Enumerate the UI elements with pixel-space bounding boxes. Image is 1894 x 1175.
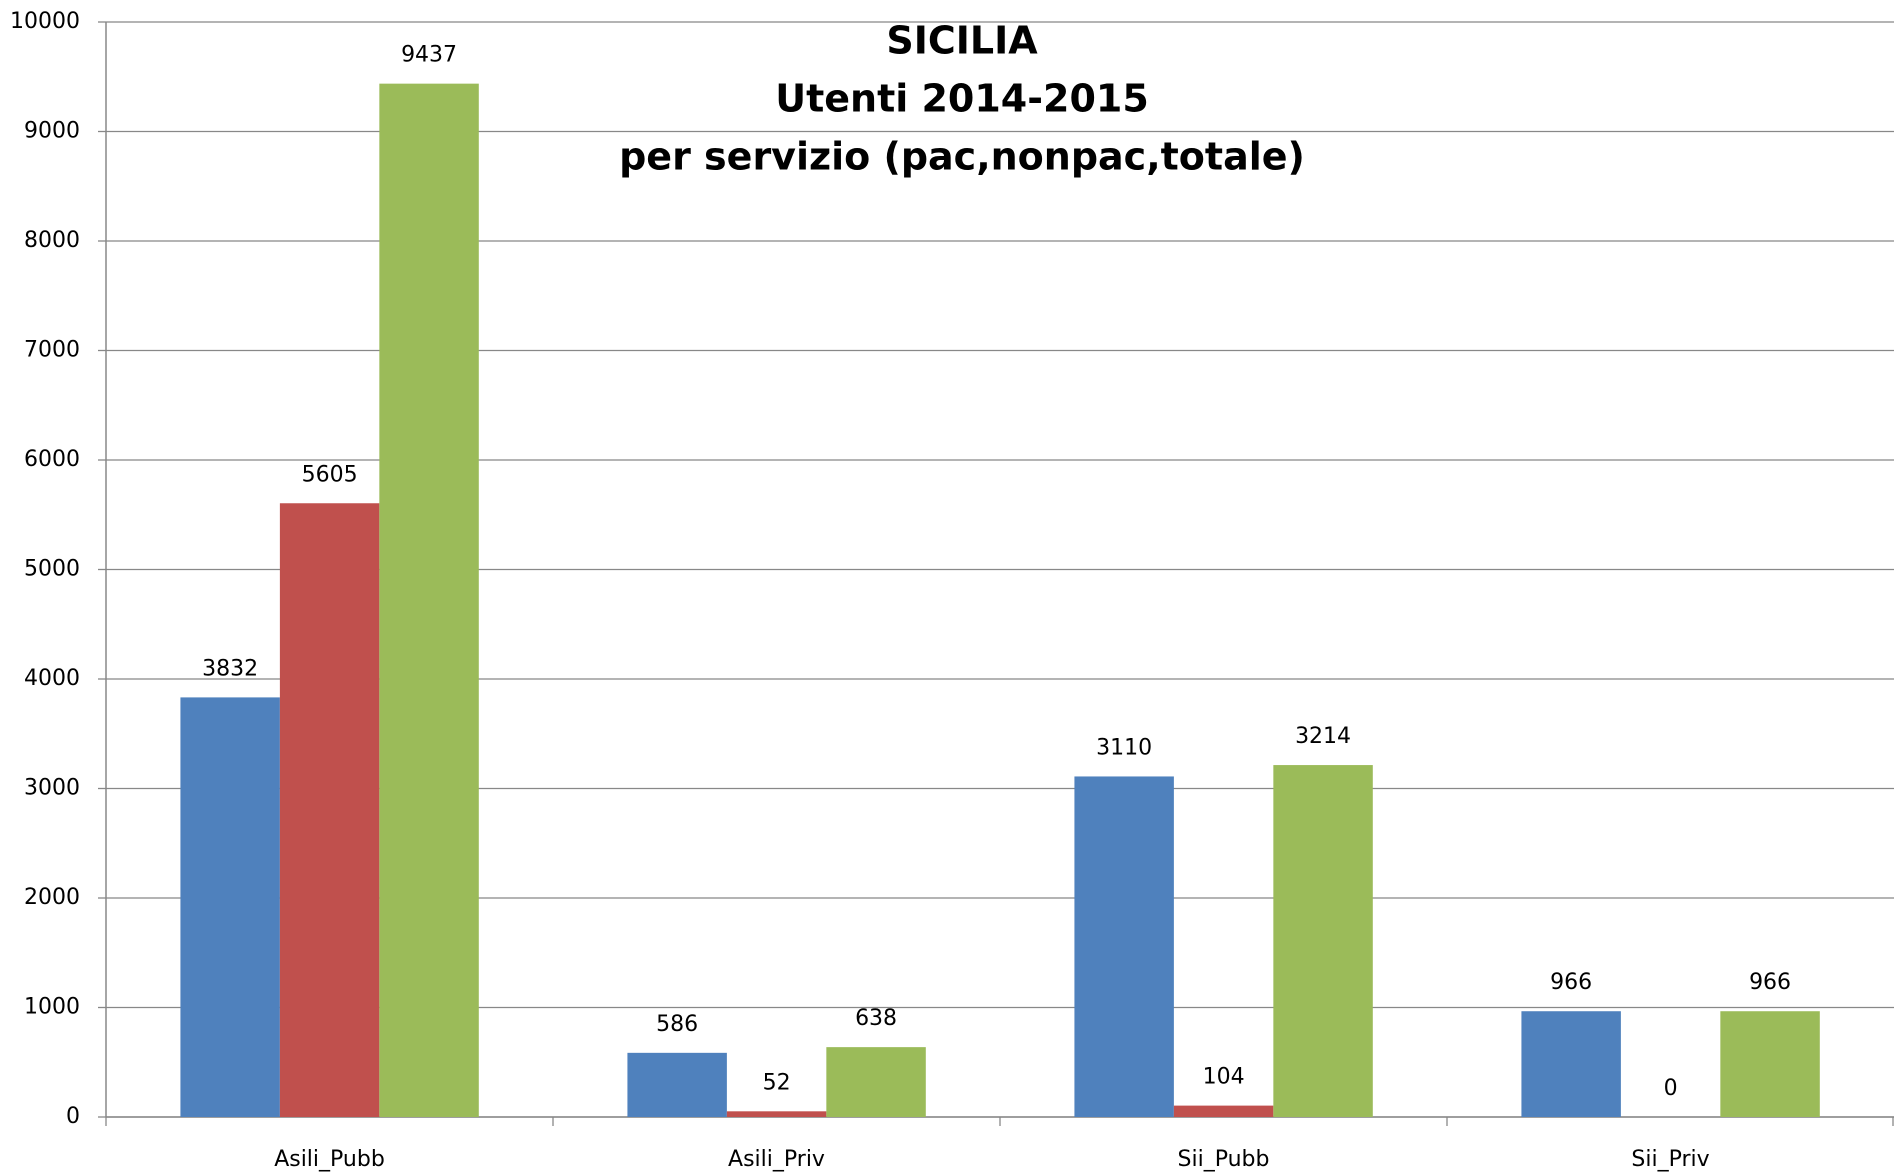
y-tick-label: 10000 <box>10 9 80 34</box>
y-tick-label: 1000 <box>24 995 80 1020</box>
bar <box>1273 765 1373 1117</box>
chart-title: per servizio (pac,nonpac,totale) <box>619 135 1305 179</box>
data-label: 3110 <box>1096 735 1152 760</box>
bar <box>726 1111 827 1117</box>
bar <box>379 83 479 1118</box>
y-tick-label: 0 <box>66 1104 80 1129</box>
data-label: 52 <box>763 1070 791 1095</box>
x-tick-label: Sii_Pubb <box>1178 1147 1270 1172</box>
bar <box>180 697 280 1117</box>
y-tick-label: 5000 <box>24 557 80 582</box>
y-tick-label: 9000 <box>24 119 80 144</box>
y-tick-label: 6000 <box>24 447 80 472</box>
bar <box>279 503 380 1117</box>
bar <box>1173 1105 1274 1117</box>
data-label: 586 <box>656 1012 698 1037</box>
data-label: 9437 <box>401 43 457 68</box>
y-tick-label: 8000 <box>24 228 80 253</box>
chart-title: SICILIA <box>886 19 1038 63</box>
bar <box>1074 776 1174 1117</box>
data-label: 104 <box>1203 1065 1245 1090</box>
x-tick-label: Asili_Pubb <box>274 1147 385 1172</box>
data-label: 0 <box>1664 1076 1678 1101</box>
y-tick-label: 3000 <box>24 776 80 801</box>
bar <box>627 1052 727 1117</box>
data-label: 3214 <box>1295 724 1351 749</box>
y-tick-label: 7000 <box>24 338 80 363</box>
bar <box>826 1047 926 1117</box>
chart-title: Utenti 2014-2015 <box>775 77 1149 121</box>
data-label: 3832 <box>202 656 258 681</box>
data-label: 966 <box>1749 970 1791 995</box>
data-label: 966 <box>1550 970 1592 995</box>
x-tick-label: Asili_Priv <box>728 1147 825 1172</box>
y-tick-label: 2000 <box>24 885 80 910</box>
x-tick-label: Sii_Priv <box>1631 1147 1709 1172</box>
data-label: 638 <box>855 1006 897 1031</box>
bar <box>1720 1011 1820 1117</box>
y-tick-label: 4000 <box>24 666 80 691</box>
bar <box>1521 1011 1621 1117</box>
data-label: 5605 <box>302 462 358 487</box>
